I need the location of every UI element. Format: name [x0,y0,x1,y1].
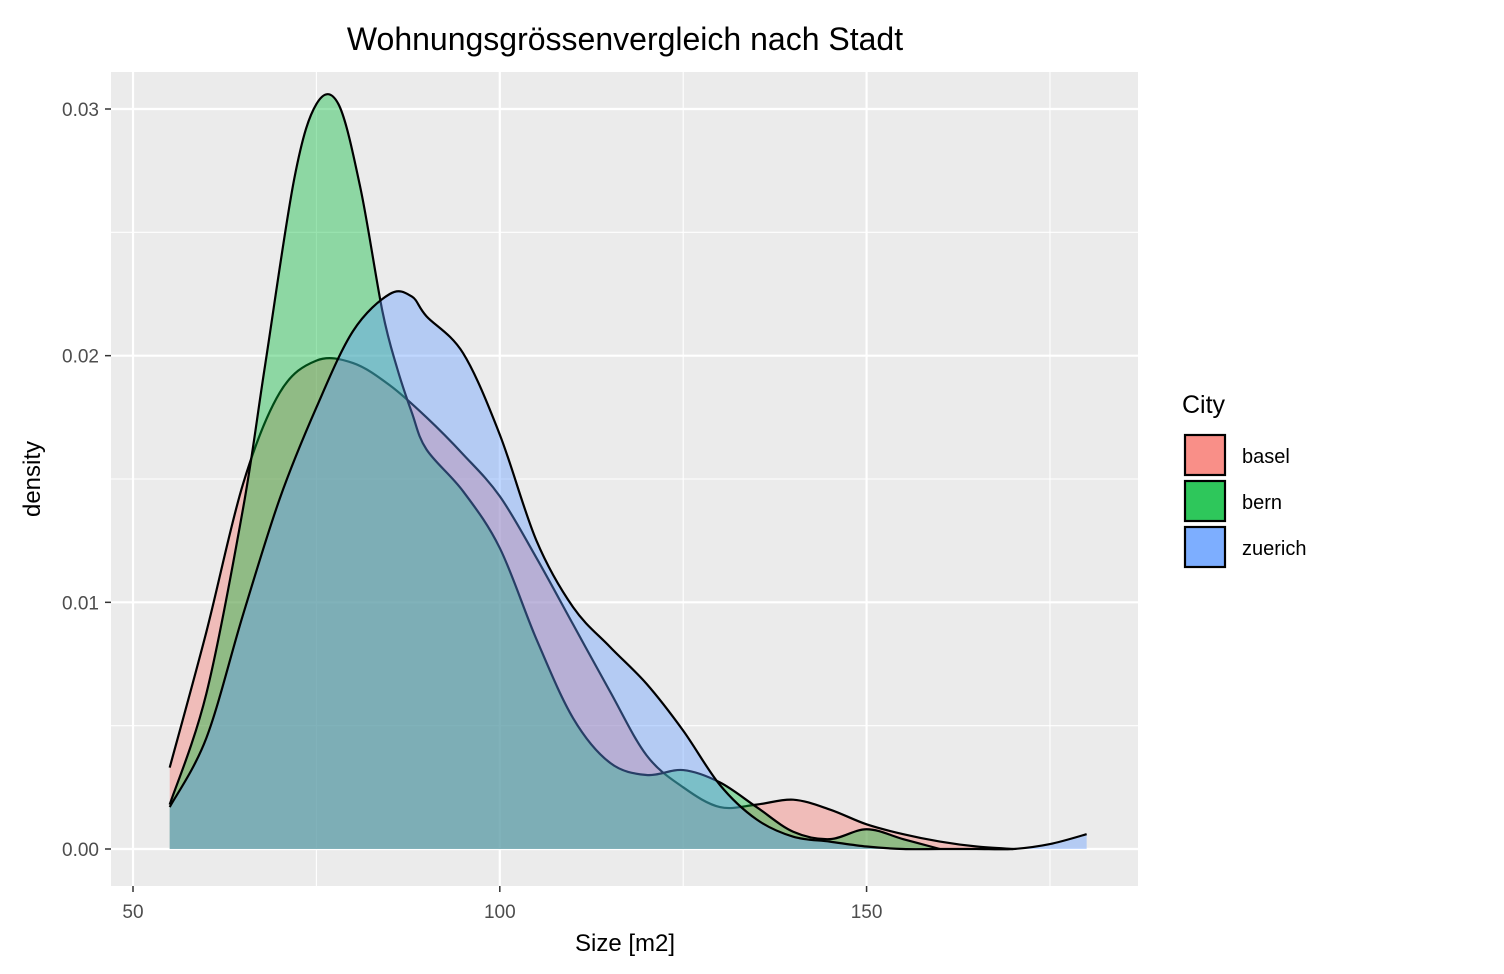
legend-label-basel: basel [1242,446,1290,468]
y-tick-label: 0.02 [62,347,99,368]
y-axis-title: density [19,441,46,517]
legend-key-zuerich [1183,525,1227,569]
legend-key-basel [1183,433,1227,477]
density-area-basel [169,358,1014,849]
y-tick-label: 0.00 [62,840,99,861]
y-axis: 0.00 0.01 0.02 0.03 [62,100,111,861]
legend-title: City [1182,391,1226,419]
legend-key-bern [1183,479,1227,523]
density-areas [168,93,1087,851]
y-tick-label: 0.03 [62,100,99,121]
density-line-zuerich [168,290,1087,851]
x-tick-label: 150 [851,902,883,923]
x-axis: 50 100 150 [122,886,882,923]
density-line-basel [168,357,1014,851]
x-tick-label: 100 [484,902,516,923]
minor-gridlines [111,72,1138,886]
density-line-bern [168,93,941,851]
x-tick-label: 50 [122,902,143,923]
density-area-bern [169,94,940,850]
legend-label-zuerich: zuerich [1242,538,1306,560]
legend-label-bern: bern [1242,492,1282,514]
y-tick-label: 0.01 [62,593,99,614]
legend: City basel bern zuerich [1182,391,1306,569]
chart-title: Wohnungsgrössenvergleich nach Stadt [347,21,903,57]
density-area-zuerich [169,291,1087,850]
x-axis-title: Size [m2] [575,930,675,957]
